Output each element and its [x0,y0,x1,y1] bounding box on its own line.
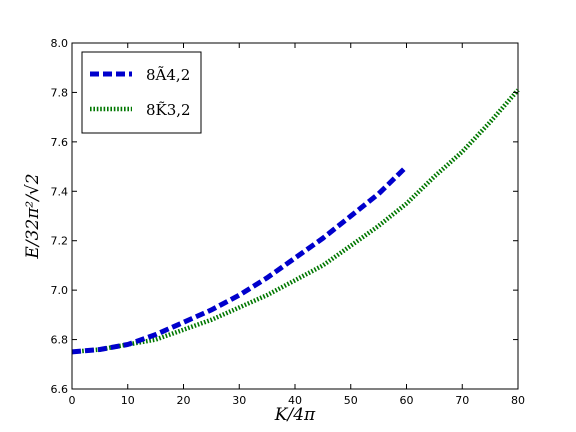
x-tick-label: 10 [121,394,135,407]
y-tick-label: 6.8 [51,334,69,347]
y-tick-label: 7.0 [51,284,69,297]
y-axis-title: E/32π²/√2 [23,173,43,259]
legend: 8Ã4,2 8K̃3,2 [81,51,202,134]
y-axis-ticks: 6.6 6.8 7.0 7.2 7.4 7.6 7.8 8.0 [51,37,518,396]
x-tick-label: 20 [177,394,191,407]
legend-box [81,51,202,134]
legend-label-series-1: 8Ã4,2 [146,66,190,84]
x-tick-label: 60 [400,394,414,407]
y-tick-label: 6.6 [51,383,69,396]
y-tick-label: 7.2 [51,235,69,248]
x-tick-label: 80 [511,394,525,407]
x-tick-label: 40 [288,394,302,407]
x-tick-label: 50 [344,394,358,407]
y-tick-label: 7.6 [51,136,69,149]
legend-label-series-2: 8K̃3,2 [146,101,191,119]
y-tick-label: 8.0 [51,37,69,50]
y-tick-label: 7.4 [51,185,69,198]
x-axis-title: K/4π [274,405,316,425]
x-tick-label: 70 [455,394,469,407]
series-line-1 [71,164,409,355]
x-tick-label: 0 [69,394,76,407]
series-line-2 [71,88,520,355]
y-tick-label: 7.8 [51,86,69,99]
x-tick-label: 30 [232,394,246,407]
series-layer [71,88,520,355]
x-axis-ticks: 0 10 20 30 40 50 60 70 80 [69,43,525,407]
